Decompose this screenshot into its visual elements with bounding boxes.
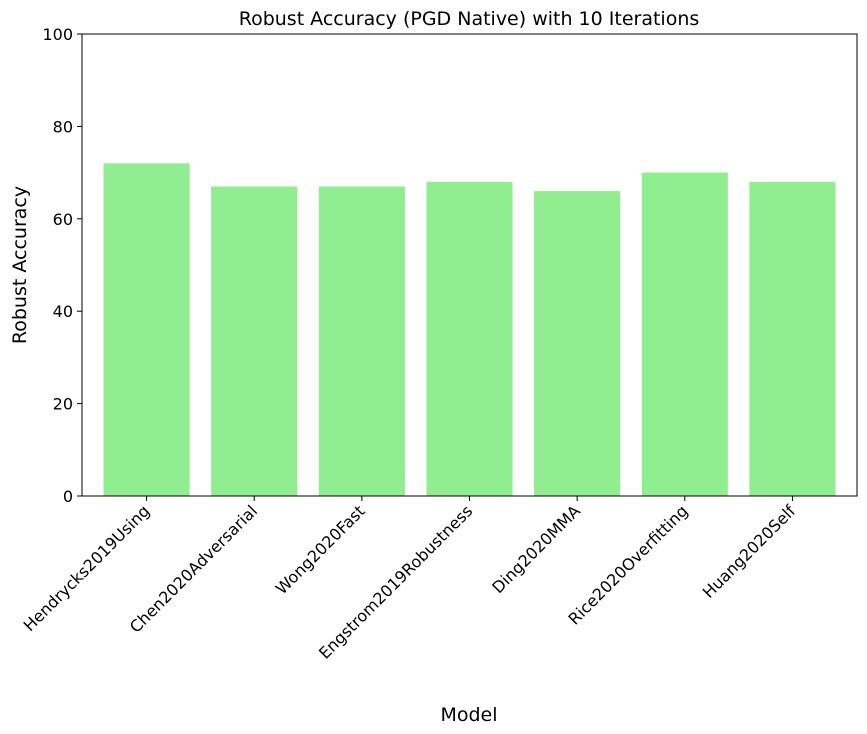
- plot-frame: [81, 33, 858, 497]
- bar-hendrycks2019using: [103, 163, 190, 497]
- bars-group: [103, 163, 836, 497]
- y-tick-label: 100: [42, 25, 73, 44]
- bar-wong2020fast: [318, 186, 405, 496]
- y-tick-label: 60: [53, 210, 73, 229]
- y-axis-label: Robust Accuracy: [9, 186, 31, 344]
- y-tick-label: 20: [53, 395, 73, 414]
- x-tick-label: Ding2020MMA: [488, 501, 584, 597]
- y-axis-ticks: 0 20 40 60 80 100: [42, 25, 82, 506]
- bar-rice2020overfitting: [641, 172, 728, 496]
- x-tick-label: Huang2020Self: [699, 501, 800, 602]
- bar-huang2020self: [749, 181, 836, 496]
- bar-chen2020adversarial: [211, 186, 298, 496]
- bar-ding2020mma: [534, 191, 621, 496]
- y-tick-label: 40: [53, 302, 73, 321]
- x-axis-label: Model: [440, 704, 497, 726]
- y-tick-label: 0: [63, 487, 73, 506]
- x-tick-label: Rice2020Overfitting: [564, 501, 691, 628]
- y-tick-label: 80: [53, 117, 73, 136]
- bar-engstrom2019robustness: [426, 181, 513, 496]
- x-tick-label: Wong2020Fast: [272, 501, 369, 598]
- chart-title: Robust Accuracy (PGD Native) with 10 Ite…: [239, 8, 700, 30]
